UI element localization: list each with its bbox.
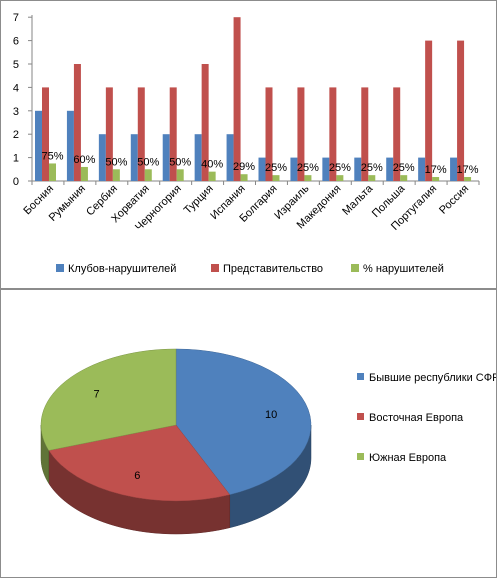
bar-percent	[304, 175, 312, 181]
bar-clubs	[98, 134, 106, 181]
pie-slice	[40, 348, 177, 451]
legend-label: Представительство	[223, 263, 323, 275]
data-label: 25%	[329, 162, 351, 174]
y-tick-label: 7	[13, 12, 19, 24]
bar-representation	[42, 87, 49, 181]
legend-label: Клубов-нарушителей	[68, 263, 176, 275]
bar-clubs	[258, 157, 266, 181]
data-label: 75%	[41, 150, 63, 162]
bar-representation	[105, 87, 113, 181]
legend-item: Южная Европа	[357, 452, 447, 464]
bar-chart-panel: 0 1 2 3 4 5 6 7 75% Босния 60% Румыния 50% Сербия 50% Х…	[0, 0, 497, 289]
bar-clubs	[35, 110, 42, 181]
y-tick-label: 5	[13, 59, 19, 71]
legend-label: Бывшие республики СФРЮ	[369, 372, 496, 384]
bar-representation	[361, 87, 369, 181]
legend-swatch	[351, 264, 359, 272]
bar-representation	[425, 40, 433, 181]
bar-clubs	[66, 110, 74, 181]
pie-data-label: 6	[134, 470, 140, 482]
y-tick-label: 1	[13, 153, 19, 165]
y-tick-label: 4	[13, 82, 19, 94]
bar-representation	[233, 17, 241, 182]
legend-label: Южная Европа	[369, 452, 447, 464]
bar-representation	[297, 87, 305, 181]
data-label: 50%	[169, 156, 191, 168]
bar-clubs	[226, 134, 234, 181]
bar-representation	[329, 87, 337, 181]
bar-clubs	[130, 134, 138, 181]
legend-label: Восточная Европа	[369, 412, 464, 424]
data-label: 60%	[73, 154, 95, 166]
bar-representation	[201, 64, 209, 181]
bar-percent	[464, 177, 472, 181]
bar-percent	[368, 175, 376, 181]
bar-percent	[80, 166, 88, 181]
bar-representation	[137, 87, 145, 181]
y-tick-label: 0	[13, 176, 19, 188]
y-tick-label: 6	[13, 36, 19, 48]
data-label: 25%	[361, 162, 383, 174]
data-label: 17%	[425, 164, 447, 176]
bar-representation	[73, 64, 81, 181]
bar-clubs	[386, 157, 394, 181]
legend-swatch	[211, 264, 219, 272]
pie-data-label: 10	[265, 409, 277, 421]
legend-swatch	[357, 373, 364, 380]
legend-label: % нарушителей	[363, 263, 444, 275]
pie-chart: 10 6 7 Бывшие республики СФРЮ Восточная Евро…	[40, 348, 499, 535]
data-label: 40%	[201, 159, 223, 171]
y-tick-label: 3	[13, 106, 19, 118]
pie-data-label: 7	[94, 388, 100, 400]
pie-slice	[48, 424, 231, 502]
legend-swatch	[56, 264, 64, 272]
bar-percent	[176, 169, 184, 181]
bar-percent	[432, 177, 440, 181]
bar-percent	[49, 163, 56, 181]
bar-clubs	[162, 134, 170, 181]
legend-swatch	[357, 453, 364, 460]
data-label: 17%	[457, 164, 479, 176]
data-label: 50%	[105, 156, 127, 168]
bar-percent	[208, 171, 216, 181]
legend-item: Представительство	[211, 263, 323, 275]
data-label: 25%	[297, 162, 319, 174]
bar-representation	[457, 40, 465, 181]
category-label: Россия	[437, 183, 471, 217]
bar-representation	[169, 87, 177, 181]
bar-clubs	[450, 157, 458, 181]
bar-chart: 0123456775%Босния60%Румыния50%Сербия50%Х…	[13, 12, 480, 275]
data-label: 25%	[393, 162, 415, 174]
data-label: 29%	[233, 161, 255, 173]
data-label: 50%	[137, 156, 159, 168]
legend-item: Бывшие республики СФРЮ	[357, 372, 499, 384]
bar-clubs	[290, 157, 298, 181]
bar-representation	[265, 87, 273, 181]
bar-percent	[144, 169, 152, 181]
pie-slice	[175, 348, 312, 495]
legend-item: Восточная Европа	[357, 412, 464, 424]
legend-item: Клубов-нарушителей	[56, 263, 176, 275]
legend-item: % нарушителей	[351, 263, 444, 275]
bar-representation	[393, 87, 401, 181]
y-tick-label: 2	[13, 129, 19, 141]
bar-clubs	[354, 157, 362, 181]
bar-clubs	[418, 157, 426, 181]
bar-percent	[272, 175, 280, 181]
data-label: 25%	[265, 162, 287, 174]
bar-percent	[400, 175, 408, 181]
bar-percent	[336, 175, 344, 181]
pie-chart-panel: 10 6 7 Бывшие республики СФРЮ Восточная Евро…	[0, 289, 499, 578]
bar-clubs	[322, 157, 330, 181]
bar-percent	[240, 174, 248, 181]
bar-clubs	[194, 134, 202, 181]
legend-swatch	[357, 413, 364, 420]
bar-percent	[112, 169, 120, 181]
